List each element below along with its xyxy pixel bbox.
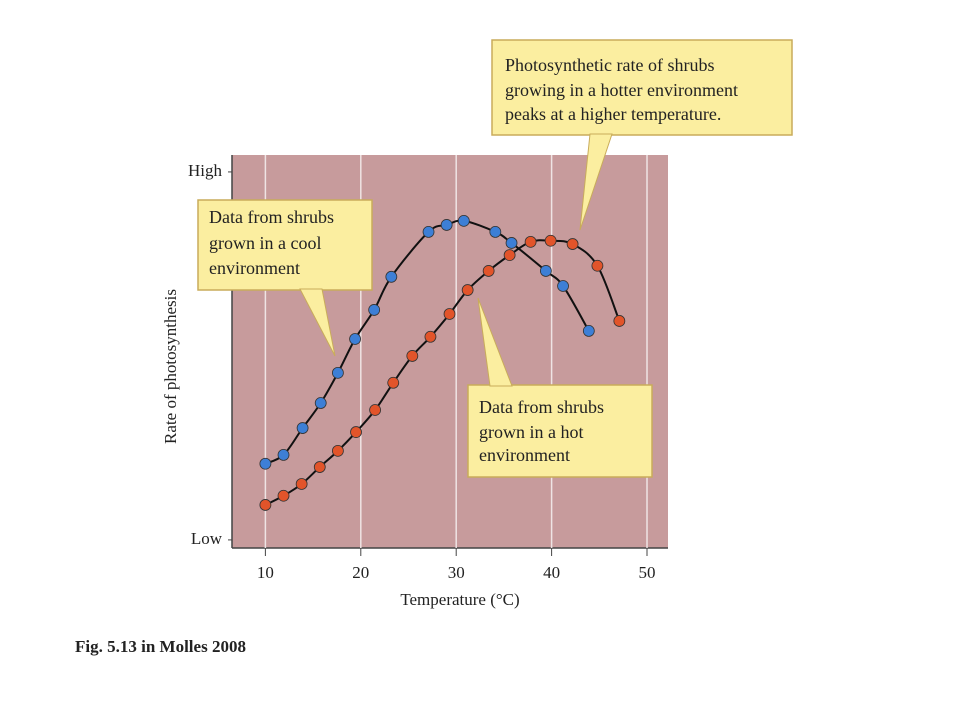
x-axis-label: Temperature (°C) xyxy=(400,590,519,609)
data-point xyxy=(566,238,579,250)
data-point xyxy=(277,489,290,502)
annotation-text: grown in a hot xyxy=(479,422,583,442)
data-point xyxy=(387,376,400,389)
data-point xyxy=(457,214,470,227)
annotation-text: Data from shrubs xyxy=(479,397,604,417)
annotation-text: growing in a hotter environment xyxy=(505,80,738,100)
callout-box xyxy=(467,384,653,478)
callout-box xyxy=(491,39,793,136)
data-point xyxy=(259,457,272,470)
data-point xyxy=(385,270,398,283)
data-point xyxy=(544,234,557,247)
data-point xyxy=(613,315,626,327)
annotation-text: Photosynthetic rate of shrubs xyxy=(505,55,714,75)
annotation-text: peaks at a higher temperature. xyxy=(505,104,721,124)
annotation-text: grown in a cool xyxy=(209,233,321,253)
data-point xyxy=(440,219,453,231)
data-point xyxy=(539,265,552,277)
data-point xyxy=(443,308,456,320)
y-axis-label: Rate of photosynthesis xyxy=(161,289,180,444)
data-point xyxy=(591,259,604,272)
data-point xyxy=(503,249,516,261)
data-point xyxy=(259,499,272,511)
x-tick-label: 20 xyxy=(352,563,369,582)
callout-pointer xyxy=(579,133,613,231)
data-point xyxy=(524,235,537,248)
callout-pointer xyxy=(299,288,336,357)
annotation-text: Data from shrubs xyxy=(209,207,334,227)
data-point xyxy=(349,333,361,345)
data-point xyxy=(331,444,344,457)
data-point xyxy=(296,422,309,434)
data-point xyxy=(314,397,327,409)
data-point xyxy=(505,237,518,249)
x-tick-label: 50 xyxy=(639,563,656,582)
data-point xyxy=(331,366,344,379)
data-point xyxy=(557,280,569,292)
caption: Fig. 5.13 in Molles 2008 xyxy=(75,637,246,656)
x-tick-label: 10 xyxy=(257,563,274,582)
callout-box xyxy=(197,199,373,291)
data-point xyxy=(350,426,362,438)
annotation-text: environment xyxy=(479,445,570,465)
callout-pointer xyxy=(477,297,513,387)
annotation-text: environment xyxy=(209,258,300,278)
data-point xyxy=(277,449,290,461)
data-point xyxy=(369,404,382,416)
data-point xyxy=(424,330,437,343)
y-tick-label: Low xyxy=(191,529,223,548)
y-tick-label: High xyxy=(188,161,223,180)
data-point xyxy=(313,461,326,473)
data-point xyxy=(482,265,495,277)
data-point xyxy=(461,284,474,296)
data-point xyxy=(489,226,502,238)
x-tick-label: 30 xyxy=(448,563,465,582)
series-line xyxy=(264,219,590,465)
data-point xyxy=(295,478,308,490)
data-point xyxy=(422,226,435,238)
data-point xyxy=(406,350,419,362)
x-tick-label: 40 xyxy=(543,563,560,582)
data-point xyxy=(582,324,595,337)
data-point xyxy=(368,304,381,316)
